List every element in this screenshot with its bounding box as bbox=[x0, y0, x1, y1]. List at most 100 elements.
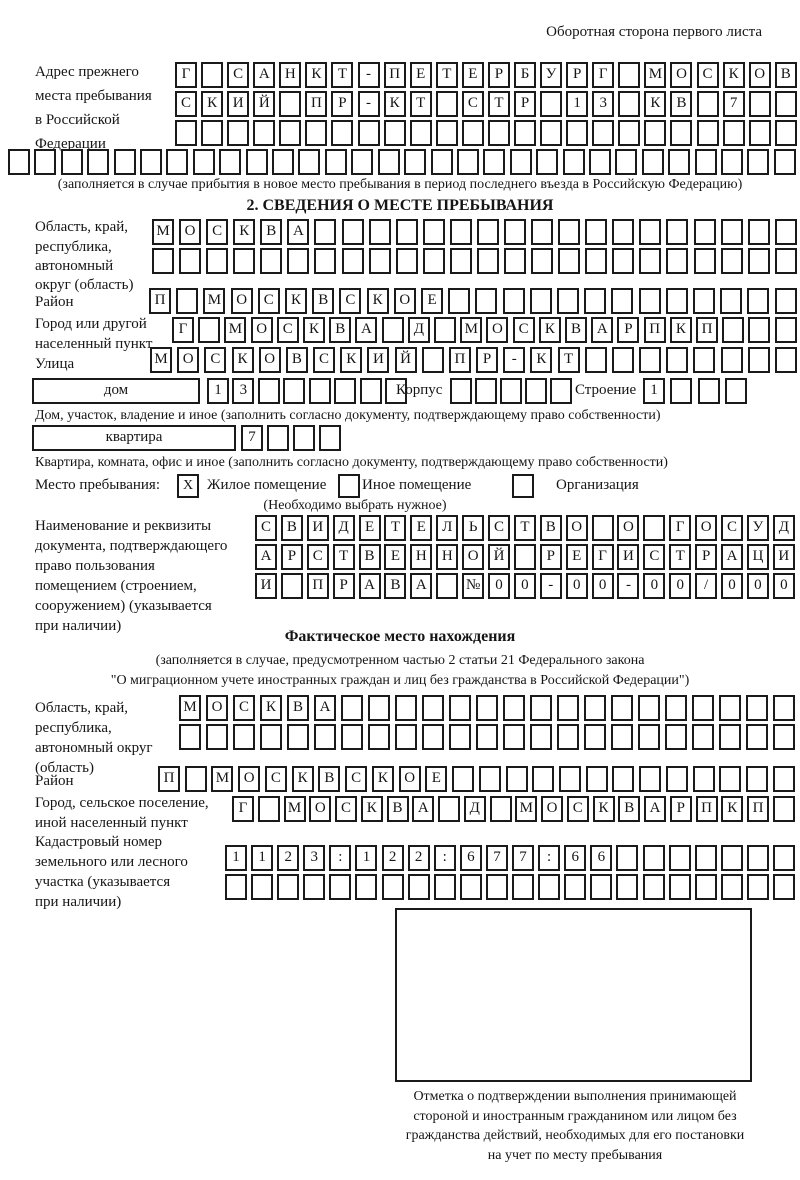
char-cell[interactable] bbox=[329, 874, 352, 900]
char-cell[interactable] bbox=[665, 695, 687, 721]
char-cell[interactable] bbox=[456, 149, 479, 175]
char-cell[interactable] bbox=[665, 288, 688, 314]
char-cell[interactable] bbox=[564, 874, 587, 900]
char-cell[interactable]: В bbox=[384, 573, 407, 599]
char-cell[interactable]: Б bbox=[514, 62, 537, 88]
char-cell[interactable] bbox=[293, 425, 315, 451]
char-cell[interactable] bbox=[773, 695, 795, 721]
char-cell[interactable]: 0 bbox=[643, 573, 666, 599]
char-cell[interactable]: 6 bbox=[459, 845, 482, 871]
char-cell[interactable] bbox=[502, 288, 525, 314]
char-cell[interactable]: Р bbox=[331, 91, 354, 117]
char-cell[interactable]: С bbox=[255, 515, 277, 541]
char-cell[interactable]: 0 bbox=[746, 573, 769, 599]
char-cell[interactable]: Т bbox=[332, 544, 355, 570]
char-cell[interactable]: И bbox=[306, 515, 329, 541]
char-cell[interactable] bbox=[219, 149, 242, 175]
char-cell[interactable]: 7 bbox=[485, 845, 508, 871]
char-cell[interactable] bbox=[233, 248, 256, 274]
char-cell[interactable] bbox=[644, 120, 667, 146]
char-cell[interactable]: Й bbox=[394, 347, 417, 373]
char-cell[interactable]: П bbox=[383, 62, 406, 88]
char-cell[interactable]: К bbox=[721, 796, 744, 822]
char-cell[interactable] bbox=[184, 766, 207, 792]
char-cell[interactable] bbox=[639, 248, 662, 274]
char-cell[interactable] bbox=[615, 149, 638, 175]
char-cell[interactable]: С bbox=[345, 766, 368, 792]
char-cell[interactable]: 1 bbox=[566, 91, 589, 117]
char-cell[interactable]: Т bbox=[384, 515, 407, 541]
char-cell[interactable] bbox=[509, 149, 532, 175]
char-cell[interactable] bbox=[34, 149, 57, 175]
char-cell[interactable]: К bbox=[669, 317, 692, 343]
char-cell[interactable]: - bbox=[617, 573, 640, 599]
char-cell[interactable] bbox=[666, 248, 689, 274]
char-cell[interactable]: Е bbox=[409, 62, 432, 88]
char-cell[interactable] bbox=[449, 695, 471, 721]
char-cell[interactable] bbox=[8, 149, 30, 175]
char-cell[interactable] bbox=[476, 695, 498, 721]
char-cell[interactable] bbox=[503, 724, 525, 750]
char-cell[interactable]: С bbox=[206, 219, 229, 245]
char-cell[interactable] bbox=[558, 219, 581, 245]
char-cell[interactable] bbox=[504, 219, 527, 245]
char-cell[interactable]: Й bbox=[488, 544, 511, 570]
char-cell[interactable]: С bbox=[175, 91, 197, 117]
char-cell[interactable] bbox=[540, 120, 563, 146]
char-cell[interactable]: В bbox=[358, 544, 381, 570]
char-cell[interactable]: С bbox=[204, 347, 227, 373]
char-cell[interactable]: 2 bbox=[381, 845, 404, 871]
char-cell[interactable]: И bbox=[617, 544, 640, 570]
char-cell[interactable] bbox=[435, 91, 458, 117]
char-cell[interactable]: Р bbox=[669, 796, 692, 822]
char-cell[interactable]: Г bbox=[669, 515, 692, 541]
char-cell[interactable]: А bbox=[410, 573, 433, 599]
char-cell[interactable]: Р bbox=[476, 347, 499, 373]
char-cell[interactable] bbox=[772, 766, 795, 792]
char-cell[interactable] bbox=[618, 120, 641, 146]
char-cell[interactable]: К bbox=[285, 288, 308, 314]
char-cell[interactable] bbox=[694, 874, 717, 900]
char-cell[interactable] bbox=[747, 219, 770, 245]
char-cell[interactable] bbox=[616, 874, 639, 900]
char-cell[interactable]: Т bbox=[331, 62, 354, 88]
char-cell[interactable] bbox=[422, 248, 445, 274]
char-cell[interactable] bbox=[452, 766, 475, 792]
char-cell[interactable]: И bbox=[772, 544, 795, 570]
char-cell[interactable] bbox=[368, 695, 390, 721]
char-cell[interactable] bbox=[530, 695, 552, 721]
char-cell[interactable] bbox=[585, 248, 608, 274]
char-cell[interactable] bbox=[341, 724, 363, 750]
char-cell[interactable] bbox=[381, 874, 404, 900]
char-cell[interactable]: Р bbox=[332, 573, 355, 599]
char-cell[interactable]: К bbox=[260, 695, 282, 721]
char-cell[interactable]: В bbox=[312, 288, 335, 314]
char-cell[interactable] bbox=[774, 347, 797, 373]
char-cell[interactable] bbox=[384, 378, 407, 404]
char-cell[interactable] bbox=[616, 845, 639, 871]
char-cell[interactable]: Л bbox=[436, 515, 459, 541]
char-cell[interactable] bbox=[774, 288, 797, 314]
char-cell[interactable]: Г bbox=[175, 62, 197, 88]
char-cell[interactable] bbox=[449, 219, 472, 245]
char-cell[interactable] bbox=[724, 378, 747, 404]
char-cell[interactable]: П bbox=[305, 91, 328, 117]
char-cell[interactable]: О bbox=[230, 288, 253, 314]
char-cell[interactable]: А bbox=[358, 573, 381, 599]
char-cell[interactable]: С bbox=[721, 515, 744, 541]
char-cell[interactable] bbox=[639, 766, 662, 792]
char-cell[interactable] bbox=[692, 766, 715, 792]
char-cell[interactable] bbox=[113, 149, 136, 175]
char-cell[interactable] bbox=[395, 724, 417, 750]
char-cell[interactable] bbox=[696, 120, 719, 146]
char-cell[interactable] bbox=[668, 874, 691, 900]
char-cell[interactable] bbox=[422, 724, 444, 750]
char-cell[interactable] bbox=[722, 317, 745, 343]
char-cell[interactable]: Е bbox=[358, 515, 381, 541]
char-cell[interactable] bbox=[694, 149, 717, 175]
char-cell[interactable] bbox=[487, 120, 510, 146]
char-cell[interactable]: : bbox=[538, 845, 561, 871]
char-cell[interactable] bbox=[257, 796, 280, 822]
char-cell[interactable]: 3 bbox=[232, 378, 255, 404]
char-cell[interactable] bbox=[720, 149, 743, 175]
